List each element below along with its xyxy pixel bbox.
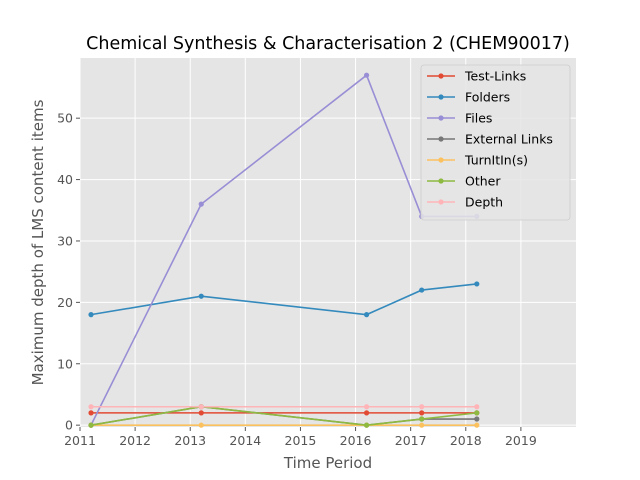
data-point (363, 410, 370, 416)
legend-label: External Links (465, 132, 553, 147)
y-axis-label: Maximum depth of LMS content items (29, 99, 47, 385)
legend-marker (438, 115, 444, 121)
legend-label: Files (465, 111, 492, 126)
data-point (474, 410, 480, 416)
data-point (474, 416, 480, 422)
legend-item: Depth (427, 195, 503, 210)
legend-item: Folders (427, 90, 510, 105)
legend-item: Test-Links (427, 69, 526, 84)
data-point (363, 72, 370, 78)
data-point (419, 410, 425, 416)
legend-item: Files (427, 111, 492, 126)
data-point (419, 416, 425, 422)
data-point (419, 422, 425, 428)
series-folders (88, 281, 480, 318)
data-point (198, 404, 204, 410)
data-point (88, 422, 94, 428)
data-point (88, 312, 94, 318)
legend-label: Depth (465, 195, 503, 210)
legend-label: Folders (465, 90, 510, 105)
data-point (474, 281, 480, 287)
x-tick-label: 2018 (450, 433, 482, 448)
y-tick-label: 30 (57, 233, 73, 248)
x-tick-label: 2013 (174, 433, 206, 448)
data-point (363, 312, 370, 318)
y-tick-label: 20 (57, 295, 73, 310)
y-axis: 0 10 20 30 40 50 (57, 111, 80, 433)
grid-lines (79, 58, 576, 427)
x-tick-label: 2011 (64, 433, 96, 448)
legend-marker (438, 178, 444, 184)
legend-label: Test-Links (464, 69, 526, 84)
legend-marker (438, 157, 444, 163)
data-point (88, 410, 94, 416)
legend-marker (438, 136, 444, 142)
data-point (419, 404, 425, 410)
data-point (198, 410, 204, 416)
data-point (474, 404, 480, 410)
y-tick-label: 10 (57, 356, 73, 371)
data-point (363, 404, 370, 410)
series-depth (88, 404, 480, 410)
data-point (363, 422, 370, 428)
legend-marker (438, 73, 444, 79)
x-tick-label: 2017 (395, 433, 427, 448)
legend-item: External Links (427, 132, 553, 147)
y-tick-label: 50 (57, 111, 73, 126)
x-tick-label: 2016 (340, 433, 372, 448)
data-point (198, 422, 204, 428)
legend: Test-Links Folders Files External Links Turn… (420, 64, 571, 221)
x-axis: 2011 2012 2013 2014 2015 2016 2017 2018 2019 (64, 427, 537, 448)
x-tick-label: 2012 (119, 433, 151, 448)
data-point (198, 201, 204, 207)
legend-box (420, 64, 571, 221)
x-tick-label: 2014 (229, 433, 261, 448)
legend-label: TurnItIn(s) (464, 153, 528, 168)
legend-marker (438, 199, 444, 205)
x-tick-label: 2015 (285, 433, 317, 448)
x-axis-label: Time Period (283, 454, 372, 472)
legend-item: TurnItIn(s) (427, 153, 528, 168)
series-group (88, 72, 480, 428)
x-tick-label: 2019 (505, 433, 537, 448)
data-point (474, 422, 480, 428)
data-point (419, 287, 425, 293)
legend-item: Other (427, 174, 501, 189)
legend-label: Other (465, 174, 501, 189)
chart-title: Chemical Synthesis & Characterisation 2 … (86, 34, 570, 54)
legend-marker (438, 94, 444, 100)
data-point (88, 404, 94, 410)
data-point (198, 293, 204, 299)
y-tick-label: 40 (57, 172, 73, 187)
y-tick-label: 0 (65, 418, 73, 433)
